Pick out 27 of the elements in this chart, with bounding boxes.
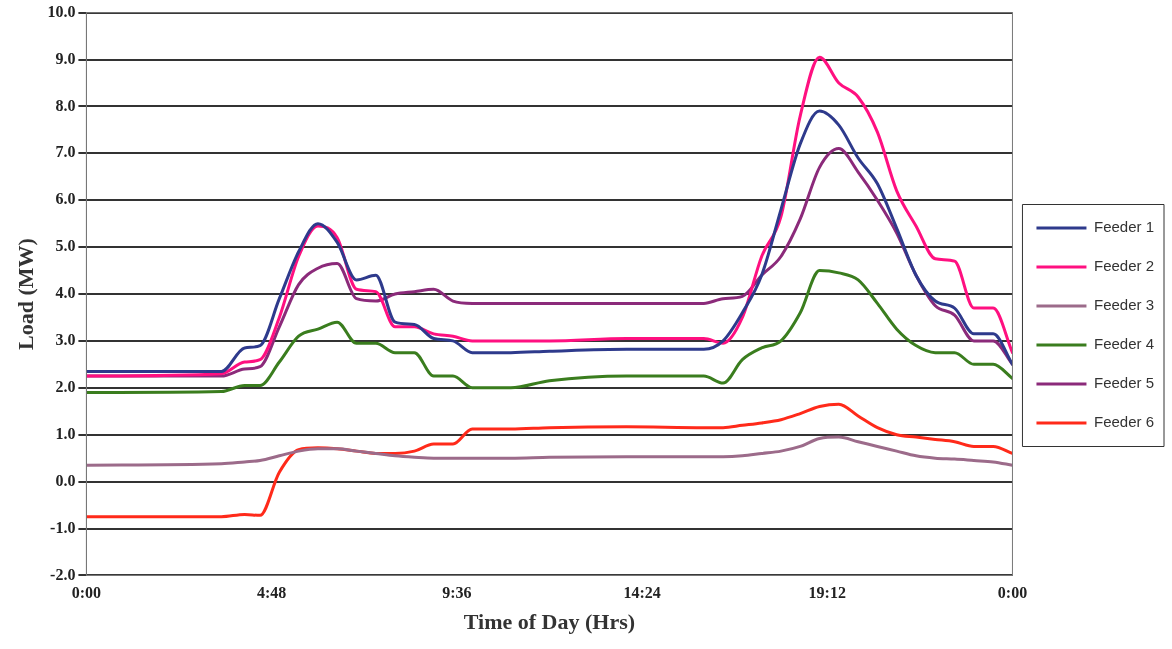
y-tick-label: 4.0	[55, 284, 76, 302]
x-tick-label: 0:00	[71, 584, 102, 602]
y-tick-label: 2.0	[55, 377, 76, 395]
x-tick-label: 19:12	[808, 584, 846, 602]
y-tick-label: 5.0	[55, 237, 76, 255]
legend-label: Feeder 3	[1093, 296, 1155, 314]
y-tick-label: -1.0	[50, 518, 76, 536]
y-tick-label: 3.0	[55, 331, 76, 349]
x-tick-label: 14:24	[623, 584, 661, 602]
y-tick-label: 7.0	[55, 143, 76, 161]
y-tick-label: 8.0	[55, 96, 76, 114]
y-tick-label: 0.0	[55, 471, 76, 489]
x-tick-label: 9:36	[442, 584, 472, 602]
x-axis-title: Time of Day (Hrs)	[463, 609, 636, 635]
legend-label: Feeder 5	[1093, 374, 1155, 392]
y-tick-label: -2.0	[50, 565, 76, 583]
legend-label: Feeder 2	[1093, 257, 1155, 275]
y-tick-label: 1.0	[55, 424, 76, 442]
y-tick-label: 6.0	[55, 190, 76, 208]
legend-label: Feeder 6	[1093, 413, 1155, 431]
legend-label: Feeder 4	[1093, 335, 1155, 353]
legend-label: Feeder 1	[1093, 218, 1155, 236]
y-tick-label: 9.0	[55, 49, 76, 67]
x-tick-label: 0:00	[997, 584, 1028, 602]
x-tick-label: 4:48	[256, 584, 287, 602]
y-axis-title: Load (MW)	[12, 238, 38, 350]
y-tick-label: 10.0	[47, 2, 76, 20]
